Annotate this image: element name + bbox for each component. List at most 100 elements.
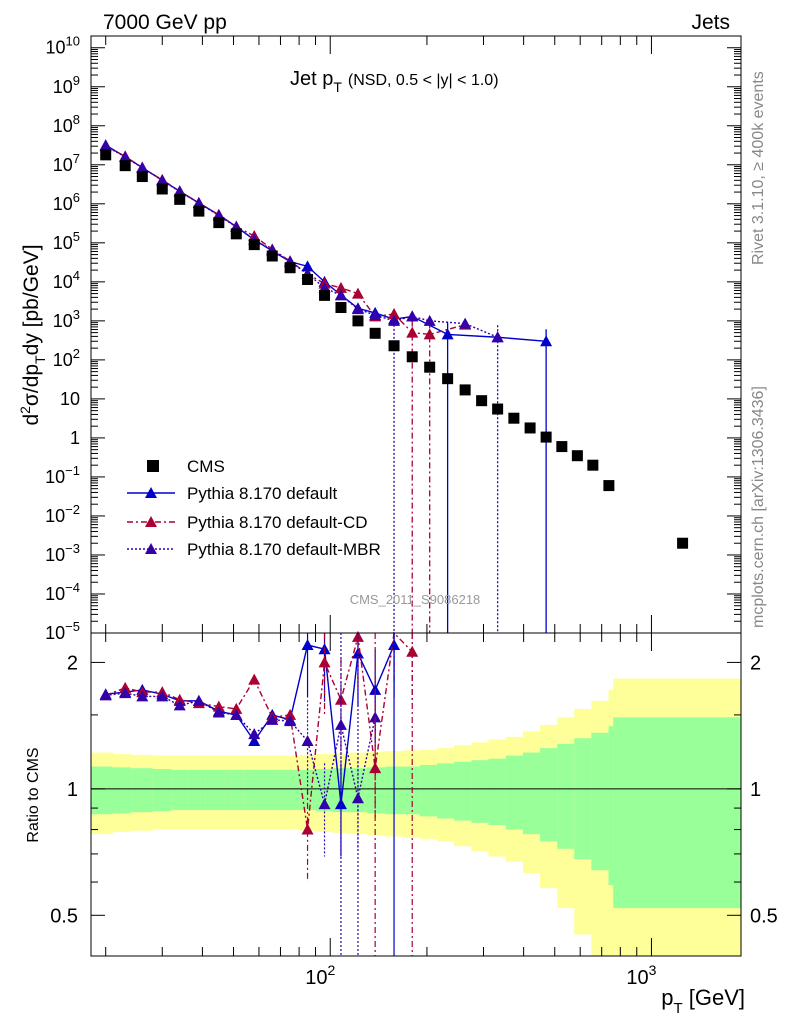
main-y-tick-label: 10−4 [45, 580, 80, 604]
marker-default_mbr [388, 314, 401, 326]
legend-label-cms: CMS [187, 457, 225, 476]
marker-default_cd [423, 328, 436, 340]
ratio-marker-default_cd [351, 630, 364, 642]
main-y-tick-label: 10−3 [45, 541, 80, 565]
marker-cms [302, 273, 314, 285]
marker-default_cd [334, 281, 347, 293]
marker-default_mbr [192, 196, 205, 208]
ratio-marker-default_mbr [334, 718, 347, 730]
band-inner-bin [557, 743, 575, 849]
band-inner-bin [608, 726, 614, 886]
marker-cms [156, 183, 168, 195]
marker-cms [284, 262, 296, 274]
ratio-marker-default_mbr [318, 798, 331, 810]
legend-label-default-cd: Pythia 8.170 default-CD [187, 513, 368, 532]
ratio-marker-default_cd [173, 693, 186, 705]
marker-default_mbr [334, 289, 347, 301]
band-inner-bin [366, 767, 386, 814]
plot-title: Jet pT (NSD, 0.5 < |y| < 1.0) [290, 68, 499, 95]
legend-marker-default [145, 487, 157, 498]
marker-default_mbr [459, 317, 472, 329]
main-y-tick-label: 10 [60, 389, 80, 409]
ratio-y-tick-label-right: 2 [750, 652, 761, 674]
marker-cms [677, 537, 689, 549]
marker-default [301, 260, 314, 272]
ratio-marker-default_mbr [119, 687, 132, 699]
ratio-y-tick-label-right: 1 [750, 779, 761, 801]
marker-default_mbr [491, 331, 504, 343]
marker-default_cd [388, 307, 401, 319]
ratio-marker-default_mbr [266, 713, 279, 725]
ratio-marker-default_cd [369, 762, 382, 774]
analysis-watermark: CMS_2011_S9086218 [350, 592, 481, 607]
marker-cms [406, 351, 418, 363]
ratio-marker-default_cd [248, 673, 261, 685]
marker-cms [556, 441, 568, 453]
legend-marker-default-mbr [145, 543, 157, 554]
main-y-tick-label: 1 [70, 428, 80, 448]
ratio-plot-frame [90, 632, 742, 957]
marker-default_mbr [406, 310, 419, 322]
ratio-marker-default_cd [230, 702, 243, 714]
marker-cms [213, 217, 225, 229]
band-inner-bin [152, 769, 172, 812]
marker-default_mbr [136, 161, 149, 173]
legend-marker-cms [147, 460, 159, 472]
ratio-marker-default_mbr [230, 708, 243, 720]
ratio-marker-default_mbr [284, 715, 297, 727]
main-y-tick-label: 10−2 [45, 502, 80, 526]
marker-cms [603, 480, 615, 492]
main-y-tick-label: 105 [53, 229, 80, 253]
band-inner-bin [187, 769, 207, 811]
ratio-marker-default_cd [212, 700, 225, 712]
marker-default [441, 328, 454, 340]
band-inner-bin [522, 752, 541, 835]
marker-cms [369, 327, 381, 339]
ratio-marker-default_cd [284, 708, 297, 720]
ratio-marker-default_mbr [212, 706, 225, 718]
band-inner-bin [419, 764, 438, 817]
band-inner-bin [263, 769, 281, 811]
legend-label-default-mbr: Pythia 8.170 default-MBR [187, 540, 381, 559]
marker-cms [459, 384, 471, 396]
band-inner-bin [131, 768, 154, 813]
y-axis-label: d2σ/dpTdy [pb/GeV] [17, 244, 48, 425]
marker-cms [119, 160, 131, 172]
legend-label-default: Pythia 8.170 default [187, 484, 338, 503]
main-y-tick-label: 109 [53, 73, 80, 97]
band-inner-bin [224, 769, 245, 811]
marker-cms [587, 459, 599, 471]
mcplots-label: mcplots.cern.ch [arXiv:1306.3436] [750, 386, 767, 628]
ratio-y-tick-label-right: 0.5 [750, 905, 778, 927]
ratio-marker-default_cd [301, 823, 314, 835]
marker-cms [319, 289, 331, 301]
ratio-y-tick-label: 2 [67, 652, 78, 674]
ratio-marker-default_mbr [369, 711, 382, 723]
band-inner-bin [574, 738, 592, 860]
marker-cms [388, 340, 400, 352]
marker-default_mbr [156, 174, 169, 186]
band-inner-bin [112, 767, 132, 814]
band-inner-bin [280, 769, 300, 811]
axes-ticks: 101010910810710610510410310210110−110−21… [45, 34, 778, 989]
marker-cms [136, 171, 148, 183]
band-inner-bin [171, 769, 189, 811]
marker-cms [540, 431, 552, 443]
x-tick-label: 102 [305, 962, 335, 989]
marker-cms [524, 422, 536, 434]
main-y-tick-label: 10−5 [45, 619, 80, 643]
ratio-marker-default_mbr [136, 690, 149, 702]
ratio-y-axis-label: Ratio to CMS [25, 747, 42, 842]
uncertainty-band [91, 678, 742, 956]
band-inner-bin [244, 769, 265, 811]
ratio-marker-default_mbr [192, 694, 205, 706]
marker-default [540, 335, 553, 347]
marker-cms [174, 193, 186, 205]
marker-cms [442, 373, 454, 385]
band-inner-bin [454, 761, 472, 821]
marker-default_cd [351, 287, 364, 299]
ratio-line-default_cd [105, 631, 413, 830]
ratio-marker-default [301, 639, 314, 651]
analysis-label: Jets [691, 11, 730, 34]
